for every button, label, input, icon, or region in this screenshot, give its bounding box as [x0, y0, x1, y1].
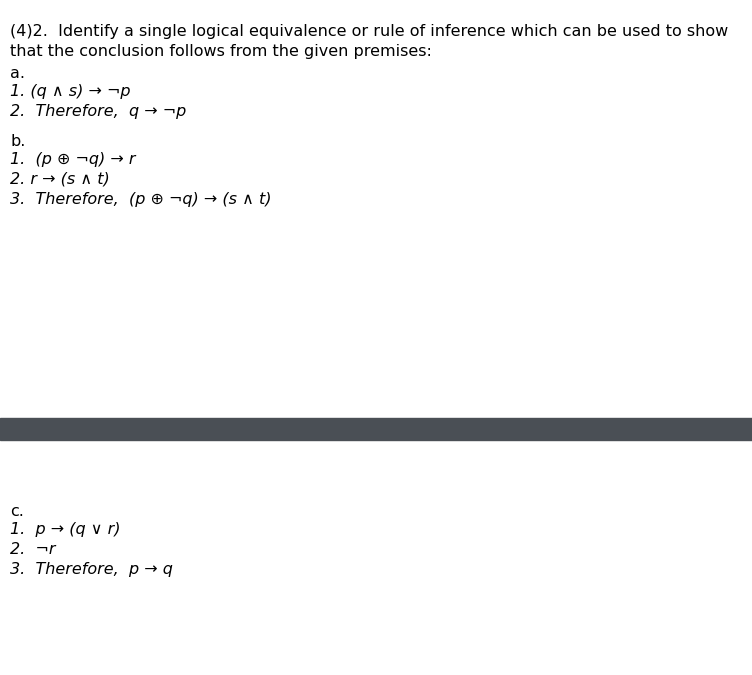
Text: b.: b. [10, 134, 26, 149]
Text: 1.  p → (q ∨ r): 1. p → (q ∨ r) [10, 522, 120, 537]
Text: 1.  (p ⊕ ¬q) → r: 1. (p ⊕ ¬q) → r [10, 152, 135, 167]
Text: 1. (q ∧ s) → ¬p: 1. (q ∧ s) → ¬p [10, 84, 131, 99]
Text: 2.  ¬r: 2. ¬r [10, 542, 56, 557]
Text: 3.  Therefore,  p → q: 3. Therefore, p → q [10, 562, 173, 577]
Text: (4)2.  Identify a single logical equivalence or rule of inference which can be u: (4)2. Identify a single logical equivale… [10, 24, 728, 39]
Text: that the conclusion follows from the given premises:: that the conclusion follows from the giv… [10, 44, 432, 59]
Text: c.: c. [10, 504, 24, 519]
Text: a.: a. [10, 66, 25, 81]
Text: 2.  Therefore,  q → ¬p: 2. Therefore, q → ¬p [10, 104, 186, 119]
Text: 2. r → (s ∧ t): 2. r → (s ∧ t) [10, 172, 110, 187]
Text: 3.  Therefore,  (p ⊕ ¬q) → (s ∧ t): 3. Therefore, (p ⊕ ¬q) → (s ∧ t) [10, 192, 271, 207]
Bar [0, 418, 752, 440]
